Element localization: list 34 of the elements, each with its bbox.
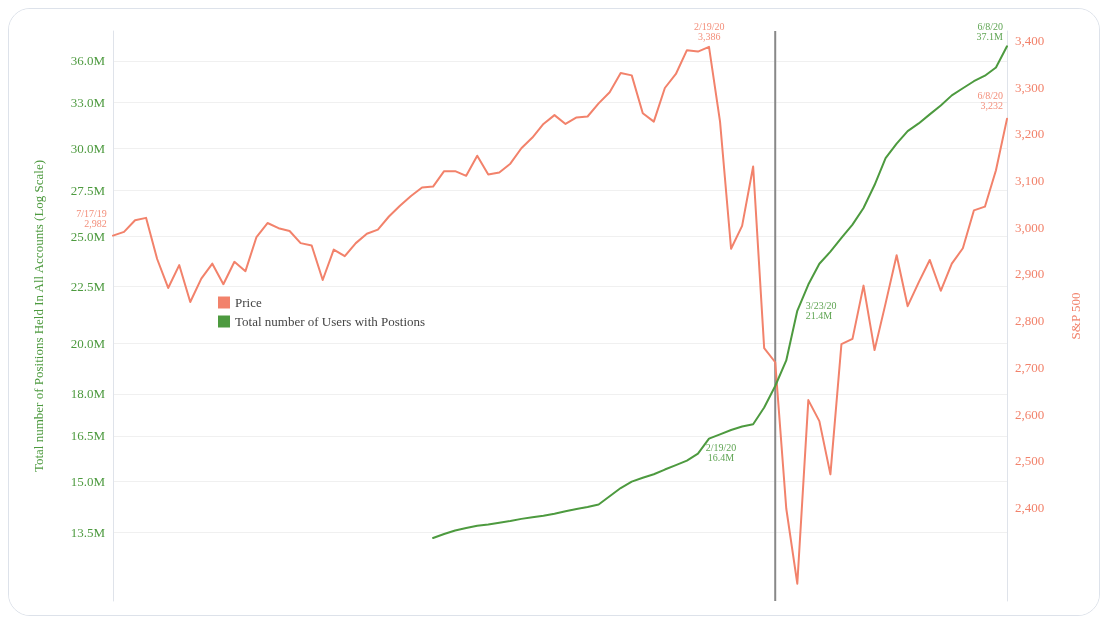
y2-tick-label: 3,200 <box>1015 126 1045 142</box>
annotation: 3/23/20 21.4M <box>805 299 837 321</box>
y2-tick-label: 3,400 <box>1015 32 1045 48</box>
annotation: 2/19/20 16.4M <box>705 442 737 464</box>
y-tick-label: 15.0M <box>70 474 106 490</box>
line-series <box>112 45 1008 585</box>
annotation: 2/19/20 3,386 <box>694 20 725 42</box>
text: 7/17/19 2,982 <box>76 208 107 230</box>
y-tick-label: 27.5M <box>70 182 106 198</box>
legend-label: Price <box>235 295 262 310</box>
legend-label: Total number of Users with Postions <box>235 314 426 329</box>
y2-tick-label: 3,300 <box>1015 79 1045 95</box>
y-tick-label: 16.5M <box>70 428 106 444</box>
y-tick-label: 33.0M <box>70 95 106 111</box>
y-axis-title: Total number of Positions Held In All Accounts (Log Scale) <box>31 159 46 473</box>
annotation: 6/8/20 3,232 <box>977 90 1003 112</box>
y2-axis-title: S&P 500 <box>1068 292 1083 340</box>
y-tick-label: 30.0M <box>70 140 106 156</box>
annotation: 6/8/20 37.1M <box>976 20 1004 42</box>
y2-tick-label: 3,100 <box>1015 173 1045 189</box>
y-tick-label: 18.0M <box>70 386 106 402</box>
y2-tick-label: 2,800 <box>1015 313 1045 329</box>
line-series <box>432 45 1008 539</box>
y2-tick-label: 3,000 <box>1015 219 1045 235</box>
y2-tick-label: 2,600 <box>1015 406 1045 422</box>
y2-tick-label: 2,900 <box>1015 266 1045 282</box>
y-tick-label: 13.5M <box>70 524 106 540</box>
y-tick-label: 36.0M <box>70 53 106 69</box>
y-tick-label: 25.0M <box>70 228 106 244</box>
y2-tick-label: 2,700 <box>1015 359 1045 375</box>
y-tick-label: 20.0M <box>70 335 106 351</box>
y-tick-label: 22.5M <box>70 279 106 295</box>
y2-tick-label: 2,400 <box>1015 500 1045 516</box>
y2-tick-label: 2,500 <box>1015 453 1045 469</box>
